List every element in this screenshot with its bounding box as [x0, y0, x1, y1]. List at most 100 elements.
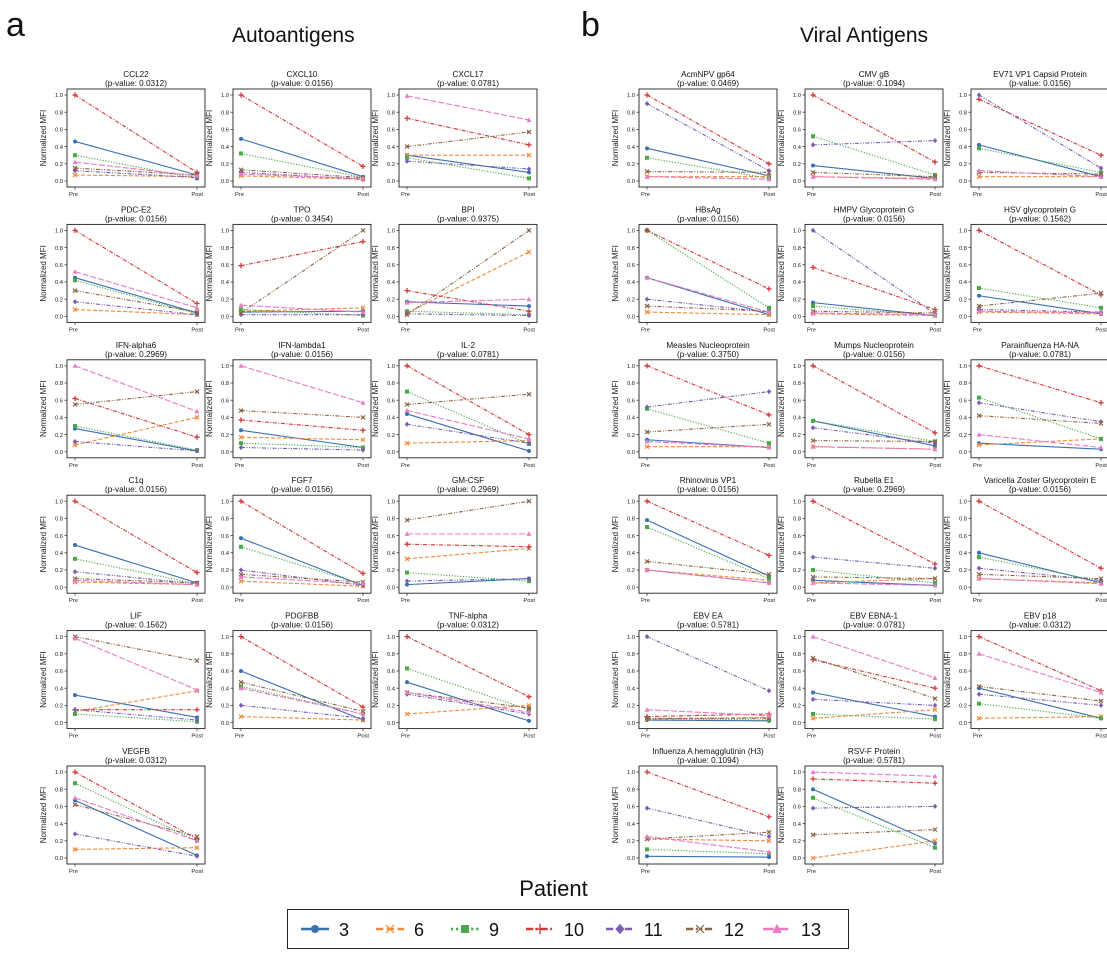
data-point: [977, 286, 981, 291]
y-tick-label: 1.0: [627, 229, 635, 235]
series-line-patient-3: [646, 719, 770, 722]
data-point: [1098, 689, 1104, 695]
x-tick-label: Pre: [973, 192, 982, 198]
subplot-title: BPI: [461, 205, 474, 214]
y-tick-label: 0.2: [627, 839, 635, 845]
data-point: [360, 163, 366, 169]
series-line-patient-13: [978, 170, 1102, 178]
y-tick-label: 0.0: [627, 450, 635, 456]
data-point: [810, 363, 816, 369]
data-point: [526, 391, 532, 397]
series-line-patient-9: [406, 572, 530, 582]
x-tick-label: Pre: [807, 327, 816, 333]
series-line-patient-6: [406, 547, 530, 560]
series-line-patient-13: [74, 637, 198, 691]
data-point: [811, 568, 815, 572]
data-point: [194, 707, 200, 713]
subplot-ccl22: CCL22(p-value: 0.0312) 0.0 0.2 0.4 0.6 0.8 1.0…: [39, 70, 206, 198]
y-axis-label: Normalized MFI: [205, 110, 214, 166]
y-tick-label: 0.6: [959, 534, 967, 540]
data-point: [976, 442, 982, 448]
data-point: [72, 769, 78, 775]
y-tick-label: 0.2: [55, 162, 63, 168]
subplot-bpi: BPI(p-value: 0.9375) 0.0 0.2 0.4 0.6 0.8 1.0 Pr…: [371, 205, 538, 333]
series-line-patient-9: [978, 147, 1102, 173]
y-tick-label: 1.0: [387, 635, 395, 641]
series-line-patient-13: [240, 304, 364, 313]
x-tick-label: Pre: [973, 327, 982, 333]
y-tick-label: 0.4: [221, 145, 230, 151]
data-point: [1099, 170, 1103, 175]
series-line-patient-12: [812, 576, 936, 580]
series-line-patient-11: [74, 301, 198, 316]
series-line-patient-3: [812, 691, 936, 718]
data-point: [644, 438, 650, 444]
y-tick-label: 0.8: [959, 381, 967, 387]
subplot-title: AcmNPV gp64: [681, 70, 735, 79]
data-point: [932, 702, 938, 708]
series-line-patient-6: [240, 580, 364, 587]
data-point: [976, 227, 982, 233]
y-tick-label: 1.0: [221, 635, 229, 641]
x-tick-label: Pre: [69, 192, 78, 198]
y-tick-label: 0.6: [55, 263, 63, 269]
series-line-patient-11: [978, 308, 1102, 313]
series-line-patient-9: [406, 157, 530, 179]
y-tick-label: 0.6: [387, 128, 395, 134]
series-line-patient-10: [240, 419, 364, 431]
data-point: [644, 404, 650, 410]
x-tick-label: Pre: [807, 598, 816, 604]
y-axis-label: Normalized MFI: [777, 516, 786, 572]
y-tick-label: 0.2: [959, 297, 967, 303]
series-line-patient-11: [74, 440, 198, 452]
data-point: [404, 531, 410, 536]
data-point: [238, 634, 244, 640]
series-line-patient-3: [406, 681, 530, 722]
data-point: [932, 696, 938, 701]
y-tick-label: 0.2: [959, 704, 967, 710]
y-tick-label: 0.8: [55, 110, 63, 116]
y-tick-label: 0.2: [959, 433, 967, 439]
series-line-patient-6: [406, 704, 530, 715]
data-point: [238, 167, 244, 173]
y-tick-label: 0.2: [793, 839, 801, 845]
subplot-pvalue: (p-value: 0.1562): [105, 621, 167, 630]
x-tick-label: Post: [763, 734, 775, 740]
data-point: [810, 438, 816, 444]
y-axis-label: Normalized MFI: [205, 245, 214, 301]
data-point: [932, 176, 938, 182]
x-tick-label: Pre: [401, 327, 410, 333]
y-tick-label: 0.6: [221, 263, 229, 269]
subplot-title: CMV gB: [859, 70, 890, 79]
subplot-pvalue: (p-value: 0.5781): [843, 756, 905, 765]
data-point: [360, 175, 366, 181]
subplot-pvalue: (p-value: 0.0156): [677, 485, 739, 494]
data-point: [810, 174, 816, 179]
series-line-patient-12: [978, 573, 1102, 580]
y-tick-label: 0.0: [793, 450, 801, 456]
data-point: [72, 846, 78, 852]
series-line-patient-12: [646, 170, 770, 173]
data-point: [360, 715, 366, 721]
series-line-patient-12: [406, 691, 530, 709]
y-tick-label: 0.4: [793, 416, 802, 422]
x-tick-label: Pre: [69, 598, 78, 604]
y-axis-label: Normalized MFI: [611, 381, 620, 437]
series-line-patient-9: [812, 713, 936, 720]
data-point: [810, 696, 816, 702]
data-point: [811, 300, 815, 305]
y-tick-label: 1.0: [387, 499, 395, 505]
data-point: [238, 263, 244, 269]
data-point: [976, 168, 982, 173]
data-point: [404, 517, 410, 523]
y-tick-label: 0.0: [627, 179, 635, 185]
series-line-patient-3: [406, 413, 530, 452]
data-point: [976, 571, 982, 577]
series-line-patient-10: [978, 229, 1102, 296]
subplot-acmnpv-gp64: AcmNPV gp64(p-value: 0.0469) 0.0 0.2 0.4 0.6…: [611, 70, 778, 198]
legend-label: 11: [644, 920, 663, 940]
data-point: [73, 153, 77, 158]
data-point: [766, 849, 772, 854]
series-line-patient-12: [406, 229, 530, 316]
